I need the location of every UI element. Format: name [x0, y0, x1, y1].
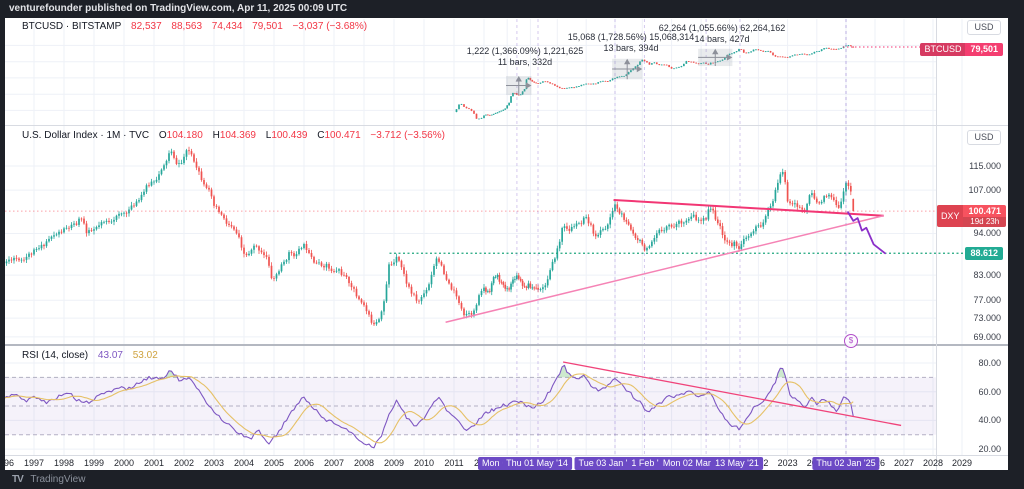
- time-axis-border: [5, 455, 1008, 456]
- price-axis-label: 69.000: [973, 331, 1001, 342]
- rsi-value: 43.07: [97, 350, 123, 361]
- dxy-o-label: O: [158, 130, 167, 141]
- dxy-open: 104.180: [166, 130, 203, 141]
- rsi-legend: RSI (14, close) 43.07 53.02: [22, 350, 158, 361]
- time-axis-year-label[interactable]: 2028: [922, 458, 944, 468]
- rsi-axis-label: 60.00: [978, 386, 1001, 397]
- price-axis-label: 94.000: [973, 228, 1001, 239]
- measure-annotation-line1: 15,068 (1,728.56%) 15,068,314: [567, 32, 695, 42]
- tradingview-logo-icon[interactable]: TV: [12, 474, 24, 485]
- time-axis-year-label[interactable]: 2006: [293, 458, 315, 468]
- time-axis-year-label[interactable]: 1996: [0, 458, 15, 468]
- price-axis-label: 115.000: [969, 160, 1001, 171]
- time-axis-year-label[interactable]: 2010: [413, 458, 435, 468]
- pane-separator-2[interactable]: [5, 344, 1008, 346]
- time-axis-year-label[interactable]: 2001: [143, 458, 165, 468]
- time-axis-year-label[interactable]: 1997: [23, 458, 45, 468]
- time-axis-year-label[interactable]: 2007: [323, 458, 345, 468]
- price-axis-label: 83.000: [973, 270, 1001, 281]
- time-axis-year-label[interactable]: 2003: [203, 458, 225, 468]
- rsi-axis-label: 80.00: [978, 358, 1001, 368]
- publish-info-bar: venturefounder published on TradingView.…: [0, 0, 1024, 18]
- dollar-circle-marker[interactable]: $: [844, 334, 858, 348]
- dxy-l-label: L: [265, 130, 272, 141]
- measure-annotation: 62,264 (1,055.66%) 62,264,162 14 bars, 42…: [659, 23, 786, 45]
- measure-annotation-line2: 11 bars, 332d: [497, 57, 553, 67]
- time-axis-year-label[interactable]: 2009: [383, 458, 405, 468]
- measure-annotation-line1: 1,222 (1,366.09%) 1,221,625: [466, 46, 584, 56]
- btc-open: 82,537: [131, 21, 162, 32]
- rsi-ma-value: 53.02: [132, 350, 158, 361]
- price-axis-label: 77.000: [973, 295, 1001, 306]
- time-axis-year-label[interactable]: 2005: [263, 458, 285, 468]
- btc-axis-currency-chip[interactable]: USD: [967, 20, 1001, 35]
- btc-high: 88,563: [171, 21, 203, 32]
- measure-annotation: 15,068 (1,728.56%) 15,068,314 13 bars, 39…: [568, 32, 695, 54]
- dxy-c-label: C: [317, 130, 325, 141]
- time-axis-year-label[interactable]: 2027: [893, 458, 915, 468]
- dxy-price-badge: DXY 100.471 19d 23h: [936, 205, 1006, 227]
- btc-close: 79,501: [252, 21, 283, 32]
- price-axis-label: 107.000: [968, 185, 1001, 196]
- time-axis-date-badge: Thu 02 Jan '25: [812, 456, 880, 470]
- dxy-low: 100.439: [271, 130, 308, 141]
- time-axis-year-label[interactable]: 1998: [53, 458, 75, 468]
- pane-separator-1[interactable]: [5, 125, 1008, 126]
- footer-bar: TV TradingView: [0, 470, 1024, 489]
- dxy-high: 104.369: [219, 130, 256, 141]
- dxy-axis-currency-chip[interactable]: USD: [967, 130, 1001, 145]
- publish-info-text: venturefounder published on TradingView.…: [9, 3, 348, 14]
- dxy-price-badge-symbol: DXY: [936, 205, 964, 227]
- time-axis-date-badge: Tue 03 Jan '17: [574, 456, 642, 470]
- btc-price-badge-symbol: BTCUSD: [920, 43, 966, 56]
- measure-annotation: 1,222 (1,366.09%) 1,221,625 11 bars, 332d: [467, 46, 584, 68]
- rsi-axis-label: 40.00: [978, 415, 1001, 426]
- chart-background: [5, 18, 1008, 470]
- rsi-legend-title[interactable]: RSI (14, close): [22, 350, 89, 361]
- dxy-legend: U.S. Dollar Index · 1M · TVC O104.180 H1…: [22, 130, 445, 141]
- price-axis-border: [936, 18, 937, 470]
- rsi-axis-label: 20.00: [978, 444, 1001, 455]
- dxy-legend-title[interactable]: U.S. Dollar Index · 1M · TVC: [22, 130, 150, 141]
- tradingview-logo-text[interactable]: TradingView: [30, 474, 86, 485]
- time-axis-year-label[interactable]: 2008: [353, 458, 375, 468]
- measure-annotation-line2: 14 bars, 427d: [694, 34, 750, 44]
- measure-annotation-line1: 62,264 (1,055.66%) 62,264,162: [658, 23, 786, 33]
- dxy-price-badge-value: 100.471: [968, 206, 1001, 216]
- btc-change: −3,037 (−3.68%): [292, 21, 368, 32]
- btc-price-badge: BTCUSD 79,501: [920, 43, 1003, 56]
- time-axis-year-label[interactable]: 2004: [233, 458, 255, 468]
- measure-annotation-line2: 13 bars, 394d: [603, 43, 659, 53]
- dxy-target-level-badge: 88.612: [965, 247, 1003, 260]
- time-axis-year-label[interactable]: 2011: [444, 458, 464, 468]
- time-axis-year-label[interactable]: 2023: [777, 458, 798, 468]
- dxy-h-label: H: [212, 130, 220, 141]
- btc-price-badge-value: 79,501: [965, 43, 1003, 56]
- frame-right-edge: [1008, 18, 1024, 470]
- time-axis-year-label[interactable]: 2029: [951, 458, 973, 468]
- time-axis-year-label[interactable]: 1999: [83, 458, 105, 468]
- btc-legend-title[interactable]: BTCUSD · BITSTAMP: [22, 21, 122, 32]
- time-axis-year-label[interactable]: 2000: [113, 458, 135, 468]
- time-axis-date-badge: 13 May '21: [711, 456, 763, 470]
- dxy-close: 100.471: [324, 130, 361, 141]
- time-axis-year-label[interactable]: 2002: [173, 458, 195, 468]
- dxy-change: −3.712 (−3.56%): [370, 130, 445, 141]
- frame-left-edge: [0, 18, 5, 470]
- time-axis-date-badge: Thu 01 May '14: [502, 456, 572, 470]
- btc-legend: BTCUSD · BITSTAMP 82,537 88,563 74,434 7…: [22, 21, 367, 32]
- dxy-bar-countdown: 19d 23h: [963, 217, 1006, 227]
- price-axis-label: 73.000: [973, 313, 1001, 324]
- btc-low: 74,434: [211, 21, 243, 32]
